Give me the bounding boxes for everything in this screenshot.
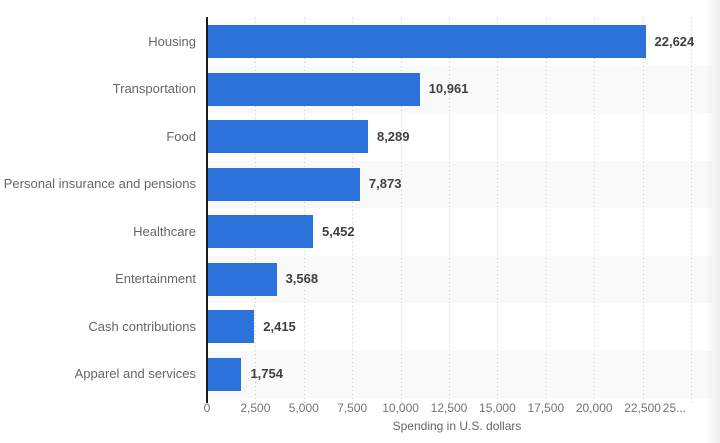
gridline [400,18,402,403]
row-band [206,255,712,303]
gridline [691,18,692,403]
x-tick-label: 7,500 [337,401,368,415]
x-axis-title: Spending in U.S. dollars [392,419,522,433]
gridline [545,18,547,403]
x-tick-label: 22,500 [624,401,661,415]
bar-healthcare[interactable] [207,215,314,249]
x-tick-label: 10,000 [382,401,419,415]
category-label: Cash contributions [88,318,196,334]
x-tick-label: 2,500 [240,401,271,415]
x-tick-label: 20,000 [575,401,613,415]
row-band [206,350,712,398]
category-label: Entertainment [115,271,196,287]
bar-apparel-and-services[interactable] [207,357,242,391]
x-tick-label: 0 [203,401,211,415]
bar-food[interactable] [207,120,368,154]
x-tick-label: 12,500 [430,401,468,415]
value-label: 1,754 [250,366,283,382]
value-label: 10,961 [428,81,469,97]
x-tick-label: 5,000 [288,401,319,415]
x-tick-label: 25... [662,401,686,415]
gridline [352,18,354,403]
x-tick-label: 15,000 [479,401,516,415]
bar-personal-insurance-and-pensions[interactable] [207,167,360,201]
value-label: 2,415 [263,318,296,334]
category-label: Housing [148,33,196,49]
category-label: Food [166,128,196,144]
category-label: Personal insurance and pensions [3,176,196,192]
gridline [594,18,596,403]
x-tick-label: 17,500 [527,401,565,415]
y-axis-line [205,17,208,403]
category-label: Apparel and services [74,366,196,382]
gridline [449,18,450,403]
value-label: 22,624 [654,33,695,49]
bar-transportation[interactable] [207,72,420,106]
gridline [255,18,257,403]
category-label: Transportation [112,81,196,97]
bar-cash-contributions[interactable] [207,310,255,344]
gridline [642,18,644,403]
value-label: 8,289 [376,128,410,144]
value-label: 5,452 [322,223,355,239]
value-label: 3,568 [285,271,319,287]
bar-housing[interactable] [207,25,646,59]
gridline [303,18,305,403]
bar-entertainment[interactable] [207,262,277,296]
value-label: 7,873 [368,176,402,192]
gridline [497,18,499,403]
category-label: Healthcare [133,223,196,239]
